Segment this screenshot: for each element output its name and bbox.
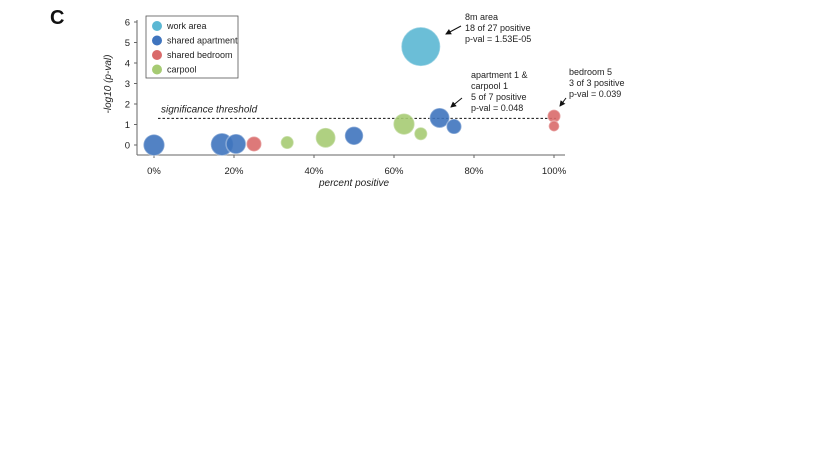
legend: work area shared apartment shared bedroom c… — [145, 15, 239, 79]
y-tick-label: 6 — [125, 18, 130, 29]
legend-entry: carpool — [167, 65, 197, 75]
annotation-line: 3 of 3 positive — [569, 78, 625, 88]
legend-entry: shared bedroom — [167, 50, 233, 60]
y-tick-label: 2 — [125, 100, 130, 111]
panel-label: C — [50, 7, 64, 29]
data-point-shared-apartment — [225, 133, 247, 155]
x-tick-label: 80% — [464, 166, 484, 177]
legend-marker — [152, 21, 162, 31]
annotation-arrow — [445, 25, 462, 35]
bubble-layer — [142, 26, 562, 157]
x-axis-label: percent positive — [318, 178, 389, 189]
legend-marker — [152, 35, 162, 46]
legend-marker — [152, 64, 162, 75]
annotation-line: carpool 1 — [471, 81, 508, 91]
legend-entry: work area — [166, 21, 207, 31]
data-point-shared-apartment — [428, 107, 451, 129]
y-tick-label: 4 — [125, 59, 130, 70]
annotation-line: 5 of 7 positive — [471, 92, 527, 102]
annotation-line: apartment 1 & — [471, 70, 528, 80]
annotation-line: 8m area — [465, 12, 498, 22]
annotation-line: p-val = 0.048 — [471, 103, 523, 113]
legend-marker — [152, 50, 162, 60]
annotation-arrow — [450, 97, 463, 108]
x-tick-label: 0% — [147, 166, 161, 177]
annotation-line: p-val = 1.53E-05 — [465, 34, 531, 44]
data-point-carpool — [413, 126, 429, 141]
annotation-line: 18 of 27 positive — [465, 23, 531, 33]
y-tick-label: 5 — [125, 38, 130, 49]
significance-threshold: significance threshold — [158, 104, 556, 119]
annotation-arrow — [559, 97, 567, 107]
legend-entry: shared apartment — [167, 36, 238, 46]
y-tick-label: 3 — [125, 79, 130, 90]
data-point-carpool — [279, 135, 295, 150]
x-tick-label: 60% — [384, 166, 404, 177]
x-tick-label: 40% — [304, 166, 324, 177]
y-tick-label: 0 — [125, 141, 130, 152]
data-point-shared-apartment — [344, 125, 364, 146]
annotation-line: bedroom 5 — [569, 67, 612, 77]
data-point-shared-bedroom — [245, 135, 263, 153]
data-point-shared-apartment — [445, 118, 463, 135]
x-tick-label: 20% — [224, 166, 244, 177]
data-point-shared-apartment — [142, 133, 166, 157]
y-axis-label: -log10 (p-val) — [103, 55, 114, 114]
data-point-carpool — [392, 112, 416, 136]
y-tick-label: 1 — [125, 120, 130, 131]
annotation-line: p-val = 0.039 — [569, 89, 621, 99]
data-point-work-area — [400, 26, 442, 67]
data-point-shared-bedroom — [547, 120, 561, 133]
data-point-carpool — [314, 127, 337, 149]
x-tick-label: 100% — [542, 166, 567, 177]
threshold-label: significance threshold — [161, 104, 258, 115]
